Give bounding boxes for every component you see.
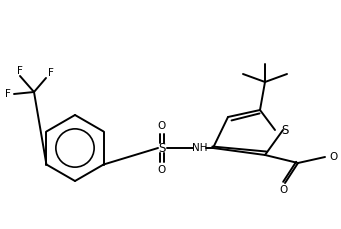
Text: O: O [330,152,338,162]
Text: F: F [17,66,23,76]
Text: S: S [158,142,166,155]
Text: F: F [48,68,54,78]
Text: O: O [158,121,166,131]
Text: F: F [5,89,11,99]
Text: S: S [281,123,289,136]
Text: NH: NH [192,143,208,153]
Text: O: O [158,165,166,175]
Text: O: O [279,185,287,195]
